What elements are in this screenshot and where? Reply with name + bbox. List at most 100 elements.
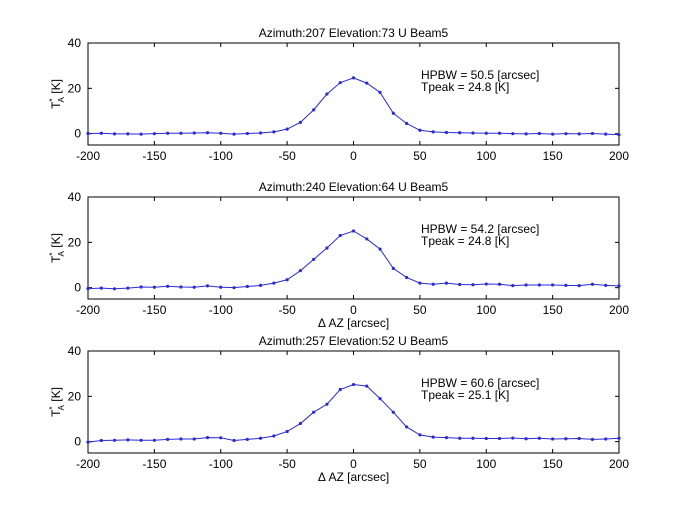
data-point: [338, 81, 342, 85]
data-point: [537, 283, 541, 287]
data-point: [511, 436, 515, 440]
data-point: [272, 281, 276, 285]
x-tick-label: -150: [142, 303, 166, 317]
data-point: [219, 436, 223, 440]
data-point: [391, 410, 395, 414]
data-point: [285, 127, 289, 131]
data-point: [338, 233, 342, 238]
data-point: [126, 286, 130, 290]
data-point: [484, 282, 488, 286]
data-point: [312, 108, 316, 112]
data-point: [325, 246, 329, 250]
data-point: [590, 282, 595, 286]
data-point: [590, 437, 595, 441]
data-point: [179, 437, 183, 441]
data-point: [166, 284, 170, 288]
x-tick-label: -100: [209, 303, 233, 317]
data-point: [617, 436, 621, 440]
data-point: [139, 285, 143, 289]
data-point: [232, 438, 236, 443]
data-point: [551, 283, 555, 287]
y-tick-label: 20: [68, 235, 82, 249]
data-point: [471, 436, 475, 440]
x-tick-label: -150: [142, 149, 166, 163]
data-point: [285, 278, 289, 282]
data-point: [511, 284, 515, 288]
data-point: [405, 121, 409, 126]
data-point: [338, 387, 342, 392]
chart-title: Azimuth:257 Elevation:52 U Beam5: [259, 334, 449, 348]
data-point: [298, 421, 302, 426]
x-tick-label: 50: [413, 303, 427, 317]
data-point: [86, 440, 90, 444]
data-point: [112, 438, 117, 442]
data-point: [365, 237, 369, 241]
data-point: [179, 131, 183, 135]
data-point: [564, 437, 568, 441]
data-point: [205, 435, 210, 440]
data-point: [497, 282, 502, 286]
x-tick-label: 200: [609, 457, 629, 471]
data-point: [431, 435, 435, 439]
data-point: [458, 436, 462, 440]
data-point: [99, 131, 103, 135]
data-point: [484, 436, 488, 441]
data-point: [298, 120, 302, 124]
data-point: [551, 437, 555, 441]
data-point: [577, 132, 581, 136]
data-point: [418, 433, 422, 437]
chart-title: Azimuth:207 Elevation:73 U Beam5: [259, 26, 449, 40]
data-point: [365, 384, 369, 388]
data-point: [418, 128, 422, 132]
data-point: [471, 283, 475, 287]
data-point: [139, 438, 143, 442]
data-point: [577, 284, 581, 288]
data-point: [458, 131, 462, 135]
y-tick-label: 40: [68, 36, 82, 50]
annotation: HPBW = 54.2 [arcsec]: [421, 222, 539, 236]
data-point: [444, 435, 449, 440]
panel-2: Azimuth:240 Elevation:64 U Beam5 -200 -150…: [48, 180, 629, 330]
data-point: [378, 247, 382, 251]
data-point: [312, 410, 316, 414]
x-tick-label: 50: [413, 457, 427, 471]
data-point: [86, 286, 90, 291]
data-point: [497, 436, 502, 441]
data-point: [604, 437, 608, 441]
x-tick-label: -50: [278, 457, 296, 471]
data-point: [391, 266, 395, 270]
x-tick-label: 150: [543, 303, 563, 317]
data-point: [564, 283, 568, 287]
data-point: [617, 284, 621, 288]
data-point: [484, 131, 488, 135]
data-point: [166, 131, 170, 135]
axes-box: [87, 42, 620, 146]
x-tick-label: 150: [543, 457, 563, 471]
data-point: [458, 282, 462, 287]
x-tick-label: 50: [413, 149, 427, 163]
data-point: [99, 286, 103, 290]
data-point: [351, 76, 356, 80]
x-tick-label: -150: [142, 457, 166, 471]
x-tick-label: 150: [543, 149, 563, 163]
y-tick-label: 0: [74, 127, 81, 141]
data-point: [232, 286, 236, 290]
y-tick-label: 0: [74, 435, 81, 449]
data-point: [391, 111, 395, 115]
data-point: [351, 229, 356, 233]
data-point: [524, 132, 528, 136]
x-tick-label: -50: [278, 303, 296, 317]
data-point: [205, 284, 210, 288]
data-point: [497, 131, 502, 135]
chart-title: Azimuth:240 Elevation:64 U Beam5: [259, 180, 449, 194]
data-point: [325, 402, 329, 406]
data-point: [537, 436, 541, 440]
y-axis-label: T*A [K]: [48, 387, 66, 417]
data-point: [444, 281, 449, 285]
data-point: [604, 283, 608, 287]
x-tick-label: -200: [76, 303, 100, 317]
x-tick-label: -100: [209, 149, 233, 163]
data-point: [378, 90, 382, 95]
annotation: HPBW = 50.5 [arcsec]: [421, 68, 539, 82]
y-tick-label: 20: [68, 81, 82, 95]
